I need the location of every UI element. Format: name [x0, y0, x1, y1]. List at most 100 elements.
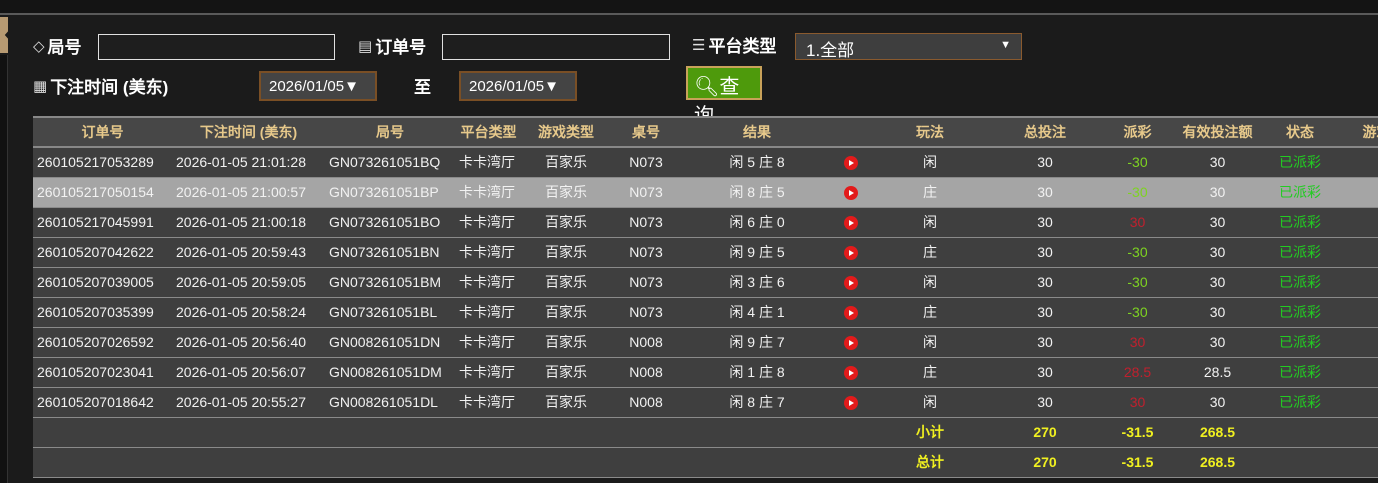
column-header: 派彩: [1100, 116, 1175, 148]
cell-empty: [1340, 207, 1378, 238]
cell-empty: [172, 417, 325, 448]
table-row[interactable]: 260105207023041 2026-01-05 20:56:07 GN0082…: [33, 357, 1378, 388]
cell-empty: [682, 447, 832, 478]
date-from-picker[interactable]: 2026/01/05▼: [259, 71, 377, 101]
cell-game: 百家乐: [522, 207, 610, 238]
cell-platform: 卡卡湾厅: [455, 237, 522, 268]
cell-replay: [832, 237, 870, 268]
cell-payout: -30: [1100, 237, 1175, 268]
cell-result: 闲 6 庄 0: [682, 207, 832, 238]
cell-order: 260105217050154: [33, 177, 172, 208]
cell-payout: -30: [1100, 147, 1175, 178]
cell-play: 庄: [870, 237, 990, 268]
cell-platform: 卡卡湾厅: [455, 207, 522, 238]
cell-empty: [325, 417, 455, 448]
cell-replay: [832, 177, 870, 208]
cell-valid: 30: [1175, 297, 1260, 328]
play-video-icon[interactable]: [844, 156, 858, 171]
cell-status: 已派彩: [1260, 297, 1340, 328]
cell-bet: 30: [990, 207, 1100, 238]
cell-result: 闲 8 庄 5: [682, 177, 832, 208]
table-row[interactable]: 260105207018642 2026-01-05 20:55:27 GN0082…: [33, 387, 1378, 418]
cell-status: 已派彩: [1260, 207, 1340, 238]
search-icon: 🔍︎: [694, 76, 720, 98]
subtotal-bet: 270: [990, 417, 1100, 448]
cell-round: GN008261051DN: [325, 327, 455, 358]
cell-status: 已派彩: [1260, 387, 1340, 418]
cell-valid: 30: [1175, 267, 1260, 298]
cell-valid: 30: [1175, 327, 1260, 358]
column-header: 玩法: [870, 116, 990, 148]
platform-label: ☰ 平台类型: [692, 32, 776, 57]
cell-bet: 30: [990, 267, 1100, 298]
cell-empty: [1340, 447, 1378, 478]
cell-play: 庄: [870, 177, 990, 208]
subtotal-label: 小计: [870, 417, 990, 448]
cell-game: 百家乐: [522, 297, 610, 328]
cell-empty: [172, 447, 325, 478]
cell-order: 260105207026592: [33, 327, 172, 358]
cell-order: 260105207042622: [33, 237, 172, 268]
date-to-picker[interactable]: 2026/01/05▼: [459, 71, 577, 101]
cell-bet: 30: [990, 357, 1100, 388]
cell-play: 闲: [870, 267, 990, 298]
column-header: [832, 116, 870, 148]
table-row[interactable]: 260105217053289 2026-01-05 21:01:28 GN0732…: [33, 147, 1378, 178]
cell-order: 260105217053289: [33, 147, 172, 178]
cell-order: 260105217045991: [33, 207, 172, 238]
subtotal-payout: -31.5: [1100, 417, 1175, 448]
cell-bet: 30: [990, 327, 1100, 358]
table-row[interactable]: 260105217045991 2026-01-05 21:00:18 GN0732…: [33, 207, 1378, 238]
cell-empty: [325, 447, 455, 478]
order-input[interactable]: [442, 34, 670, 60]
play-video-icon[interactable]: [844, 276, 858, 291]
cell-order: 260105207035399: [33, 297, 172, 328]
cell-platform: 卡卡湾厅: [455, 387, 522, 418]
cell-result: 闲 4 庄 1: [682, 297, 832, 328]
round-input[interactable]: [98, 34, 335, 60]
play-video-icon[interactable]: [844, 366, 858, 381]
search-button[interactable]: 🔍︎查询: [686, 66, 762, 127]
play-video-icon[interactable]: [844, 216, 858, 231]
table-row[interactable]: 260105207039005 2026-01-05 20:59:05 GN0732…: [33, 267, 1378, 298]
play-video-icon[interactable]: [844, 306, 858, 321]
cell-game: 百家乐: [522, 177, 610, 208]
tag-icon: ◇: [33, 37, 45, 55]
platform-select[interactable]: 1.全部 ▼: [795, 33, 1022, 60]
cell-round: GN073261051BN: [325, 237, 455, 268]
cell-time: 2026-01-05 20:59:05: [172, 267, 325, 298]
cell-bet: 30: [990, 387, 1100, 418]
time-label: ▦ 下注时间 (美东): [33, 73, 168, 98]
cell-time: 2026-01-05 21:01:28: [172, 147, 325, 178]
table-row[interactable]: 260105207042622 2026-01-05 20:59:43 GN0732…: [33, 237, 1378, 268]
cell-time: 2026-01-05 21:00:18: [172, 207, 325, 238]
cell-game: 百家乐: [522, 147, 610, 178]
play-video-icon[interactable]: [844, 186, 858, 201]
cell-empty: [1260, 447, 1340, 478]
subtotal-row: 小计 270 -31.5 268.5: [33, 417, 1378, 448]
cell-platform: 卡卡湾厅: [455, 267, 522, 298]
cell-round: GN008261051DM: [325, 357, 455, 388]
cell-valid: 30: [1175, 207, 1260, 238]
cell-empty: [33, 447, 172, 478]
table-row[interactable]: 260105207026592 2026-01-05 20:56:40 GN0082…: [33, 327, 1378, 358]
cell-empty: [682, 417, 832, 448]
table-row[interactable]: 260105217050154 2026-01-05 21:00:57 GN0732…: [33, 177, 1378, 208]
cell-table: N073: [610, 207, 682, 238]
play-video-icon[interactable]: [844, 246, 858, 261]
cell-round: GN073261051BO: [325, 207, 455, 238]
play-video-icon[interactable]: [844, 336, 858, 351]
cell-time: 2026-01-05 21:00:57: [172, 177, 325, 208]
cell-empty: [1340, 147, 1378, 178]
cell-replay: [832, 147, 870, 178]
cell-replay: [832, 267, 870, 298]
cell-game: 百家乐: [522, 237, 610, 268]
cell-play: 闲: [870, 387, 990, 418]
column-header: 总投注: [990, 116, 1100, 148]
cell-empty: [455, 417, 522, 448]
table-row[interactable]: 260105207035399 2026-01-05 20:58:24 GN0732…: [33, 297, 1378, 328]
side-panel-toggle[interactable]: [0, 17, 8, 53]
play-video-icon[interactable]: [844, 396, 858, 411]
cell-empty: [522, 447, 610, 478]
column-header: 游戏: [1340, 116, 1378, 148]
